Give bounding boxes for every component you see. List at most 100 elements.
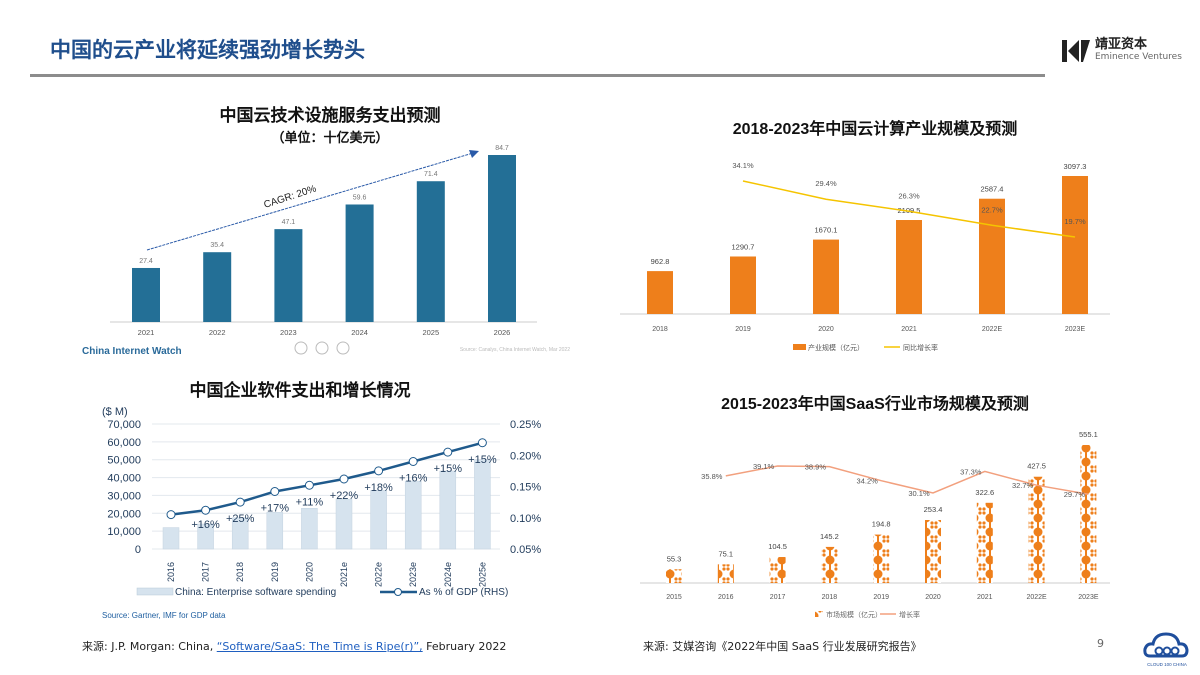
legend-bar-swatch xyxy=(815,611,823,617)
bar-value-label: 1670.1 xyxy=(815,226,838,235)
bar xyxy=(231,517,249,550)
legend-line-label: 同比增长率 xyxy=(903,343,938,352)
line-value-label: 30.1% xyxy=(908,489,930,498)
x-tick-label: 2024e xyxy=(443,562,453,587)
line-value-label: 35.8% xyxy=(701,472,723,481)
chart-title: 2015-2023年中国SaaS行业市场规模及预测 xyxy=(721,394,1029,413)
x-tick-label: 2017 xyxy=(201,562,211,582)
x-tick-label: 2021 xyxy=(138,328,155,337)
bar xyxy=(162,527,180,550)
eminence-ventures-logo: 靖亚资本 Eminence Ventures xyxy=(1062,38,1182,63)
line-value-label: 29.4% xyxy=(815,179,837,188)
title-divider xyxy=(30,74,1045,77)
report-link[interactable]: “Software/SaaS: The Time is Ripe(r)”, xyxy=(216,640,423,653)
chart-title: 2018-2023年中国云计算产业规模及预测 xyxy=(733,119,1018,138)
growth-label: +17% xyxy=(261,503,290,515)
x-tick-label: 2015 xyxy=(666,594,682,601)
x-tick-label: 2018 xyxy=(652,326,668,333)
bar xyxy=(769,557,786,583)
x-tick-label: 2018 xyxy=(235,562,245,582)
y-axis-unit: ($ M) xyxy=(102,406,128,418)
bar-value-label: 27.4 xyxy=(139,258,153,265)
bar xyxy=(666,569,682,583)
gdp-share-marker xyxy=(477,438,487,448)
footer-source-right: 来源: 艾媒咨询《2022年中国 SaaS 行业发展研究报告》 xyxy=(643,640,922,653)
bar xyxy=(1062,176,1088,314)
x-tick-label: 2023e xyxy=(408,562,418,587)
y-tick-label: 30,000 xyxy=(107,490,141,502)
cagr-arrowhead xyxy=(469,150,479,158)
x-tick-label: 2021e xyxy=(339,562,349,587)
x-tick-label: 2022e xyxy=(374,562,384,587)
y2-tick-label: 0.05% xyxy=(510,544,541,556)
gdp-share-marker xyxy=(201,505,211,515)
legend-line-label: 增长率 xyxy=(899,610,920,619)
line-value-label: 26.3% xyxy=(898,191,920,200)
line-value-label: 29.7% xyxy=(1064,490,1086,499)
page-number: 9 xyxy=(1097,637,1104,650)
y-tick-label: 50,000 xyxy=(107,455,141,467)
bar-value-label: 145.2 xyxy=(820,532,839,541)
bar-value-label: 555.1 xyxy=(1079,430,1098,439)
bar xyxy=(439,470,457,550)
chart-subtitle: （单位：十亿美元） xyxy=(271,130,388,145)
y2-tick-label: 0.10% xyxy=(510,513,541,525)
x-tick-label: 2021 xyxy=(977,594,993,601)
bar xyxy=(717,564,734,583)
footer-source-left: 来源: J.P. Morgan: China, “Software/SaaS: … xyxy=(82,638,506,654)
bar xyxy=(474,459,491,550)
chart-source: Source: Gartner, IMF for GDP data xyxy=(102,611,226,620)
cloud-100-china-logo: CLOUD 100 CHINA xyxy=(1143,632,1189,667)
bar xyxy=(370,490,387,550)
bar xyxy=(203,252,232,322)
bar-value-label: 71.4 xyxy=(424,171,438,178)
logo-en-text: Eminence Ventures xyxy=(1095,52,1182,62)
legend-bar-swatch xyxy=(793,344,806,350)
x-tick-label: 2022E xyxy=(1026,594,1047,601)
bar-value-label: 35.4 xyxy=(210,242,224,249)
gdp-share-marker xyxy=(339,474,349,484)
bar xyxy=(274,229,303,322)
bar-value-label: 962.8 xyxy=(651,257,670,266)
bar xyxy=(1080,445,1097,583)
y-tick-label: 10,000 xyxy=(107,526,141,538)
bar xyxy=(132,267,160,322)
legend-line-label: As % of GDP (RHS) xyxy=(419,587,508,598)
x-tick-label: 2020 xyxy=(304,562,314,582)
line-value-label: 39.1% xyxy=(753,462,775,471)
legend-line-marker xyxy=(394,588,402,596)
gdp-share-marker xyxy=(374,466,384,476)
gdp-share-marker xyxy=(270,487,280,496)
bar xyxy=(404,480,422,550)
legend-bar-label: China: Enterprise software spending xyxy=(175,587,336,598)
bar-value-label: 104.5 xyxy=(768,542,787,551)
line-value-label: 34.2% xyxy=(857,477,879,486)
line-value-label: 32.7% xyxy=(1012,481,1034,490)
x-tick-label: 2021 xyxy=(901,326,917,333)
bar xyxy=(979,198,1005,314)
bar xyxy=(647,271,673,314)
bar xyxy=(821,546,838,583)
y-tick-label: 0 xyxy=(135,544,141,556)
bar-value-label: 427.5 xyxy=(1027,462,1046,471)
bar xyxy=(335,499,353,550)
bar xyxy=(345,204,374,322)
bar xyxy=(301,508,318,550)
line-value-label: 38.9% xyxy=(805,463,827,472)
growth-label: +15% xyxy=(434,463,463,475)
bar xyxy=(266,512,284,550)
x-tick-label: 2024 xyxy=(351,328,368,337)
y2-tick-label: 0.20% xyxy=(510,450,541,462)
x-tick-label: 2018 xyxy=(822,594,838,601)
cloud-infra-spending-chart: 中国云技术设施服务支出预测 （单位：十亿美元） CAGR: 20% 27.4 20… xyxy=(82,105,570,357)
line-value-label: 34.1% xyxy=(732,161,754,170)
growth-label: +11% xyxy=(296,496,324,508)
line-value-label: 19.7% xyxy=(1064,217,1086,226)
y-tick-label: 20,000 xyxy=(107,508,141,520)
growth-label: +25% xyxy=(226,513,255,525)
y2-tick-label: 0.15% xyxy=(510,482,541,494)
bar-value-label: 194.8 xyxy=(872,520,891,529)
license-icons xyxy=(294,341,350,355)
saas-market-chart: 2015-2023年中国SaaS行业市场规模及预测 55.3 2015 75.1 20… xyxy=(640,394,1110,619)
bar xyxy=(197,523,214,550)
